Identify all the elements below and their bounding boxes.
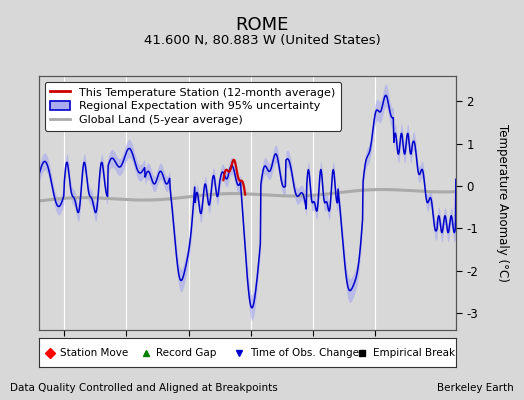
Text: Time of Obs. Change: Time of Obs. Change: [249, 348, 358, 358]
Text: Record Gap: Record Gap: [156, 348, 216, 358]
Text: Empirical Break: Empirical Break: [373, 348, 455, 358]
Legend: This Temperature Station (12-month average), Regional Expectation with 95% uncer: This Temperature Station (12-month avera…: [45, 82, 341, 131]
Text: ROME: ROME: [235, 16, 289, 34]
Y-axis label: Temperature Anomaly (°C): Temperature Anomaly (°C): [496, 124, 509, 282]
Text: Station Move: Station Move: [60, 348, 128, 358]
Text: Data Quality Controlled and Aligned at Breakpoints: Data Quality Controlled and Aligned at B…: [10, 383, 278, 393]
Text: Berkeley Earth: Berkeley Earth: [437, 383, 514, 393]
Text: 41.600 N, 80.883 W (United States): 41.600 N, 80.883 W (United States): [144, 34, 380, 47]
